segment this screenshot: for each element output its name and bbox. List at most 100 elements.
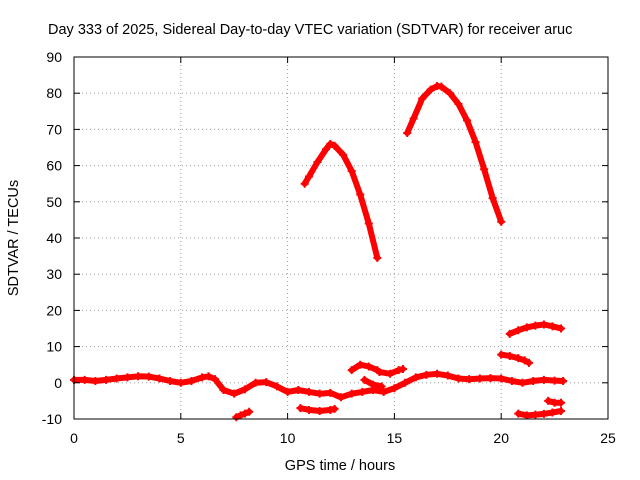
data-point	[394, 366, 403, 375]
data-point	[347, 167, 356, 176]
chart-title: Day 333 of 2025, Sidereal Day-to-day VTE…	[48, 22, 572, 38]
data-point	[339, 150, 348, 159]
data-point	[480, 165, 489, 174]
y-tick-label: 90	[46, 49, 62, 65]
y-tick-label: 30	[46, 266, 62, 282]
data-point	[398, 365, 407, 374]
x-tick-label: 0	[70, 430, 78, 446]
data-point	[433, 369, 442, 378]
data-point	[403, 129, 412, 138]
x-tick-label: 20	[493, 430, 509, 446]
data-point	[539, 320, 548, 329]
y-tick-label: 20	[46, 302, 62, 318]
x-tick-label: 5	[177, 430, 185, 446]
data-point	[283, 387, 292, 396]
data-point	[488, 194, 497, 203]
data-point	[210, 375, 219, 384]
y-ticks: -10 0 10 20 30 40 50 60 70 80 90	[42, 49, 608, 427]
data-point	[454, 374, 463, 383]
x-ticks: 0 5 10 15 20 25	[70, 57, 616, 446]
data-point	[505, 352, 514, 361]
data-point	[326, 405, 335, 414]
data-point	[544, 396, 553, 405]
data-point	[514, 326, 523, 335]
data-point	[518, 378, 527, 387]
data-point	[377, 382, 386, 391]
data-point	[531, 321, 540, 330]
plot-series	[70, 81, 568, 422]
data-point	[176, 378, 185, 387]
data-point	[426, 85, 435, 94]
data-point	[236, 411, 245, 420]
data-point	[369, 380, 378, 389]
y-tick-label: 80	[46, 85, 62, 101]
x-axis-label: GPS time / hours	[285, 458, 395, 474]
data-point	[539, 375, 548, 384]
data-point	[422, 370, 431, 379]
data-point	[550, 376, 559, 385]
data-point	[411, 373, 420, 382]
y-axis-label: SDTVAR / TECUs	[6, 180, 22, 296]
data-point	[557, 407, 566, 416]
data-point	[529, 376, 538, 385]
data-point	[520, 356, 529, 365]
data-point	[364, 362, 373, 371]
data-point	[557, 398, 566, 407]
data-point	[358, 387, 367, 396]
data-point	[364, 219, 373, 228]
data-point	[356, 190, 365, 199]
y-tick-label: 70	[46, 121, 62, 137]
data-point	[471, 138, 480, 147]
data-point	[463, 116, 472, 125]
data-point	[539, 409, 548, 418]
data-point	[166, 376, 175, 385]
data-point	[337, 393, 345, 402]
data-point	[272, 382, 281, 391]
data-point	[486, 374, 495, 383]
y-tick-label: 40	[46, 230, 62, 246]
data-point	[445, 89, 454, 98]
data-point	[240, 385, 249, 394]
data-point	[315, 389, 324, 398]
data-point	[198, 373, 207, 382]
x-tick-label: 10	[280, 430, 296, 446]
data-point	[360, 375, 369, 384]
data-point	[379, 387, 388, 396]
data-point	[514, 354, 523, 363]
data-point	[557, 324, 566, 333]
data-point	[443, 371, 452, 380]
data-point	[123, 373, 132, 382]
x-tick-label: 15	[387, 430, 403, 446]
data-point	[330, 404, 339, 413]
y-tick-label: 60	[46, 158, 62, 174]
data-point	[219, 386, 228, 395]
data-point	[304, 387, 313, 396]
data-point	[330, 141, 339, 150]
data-point	[409, 114, 418, 123]
data-point	[326, 388, 335, 397]
data-point	[548, 322, 557, 331]
data-point	[548, 408, 557, 417]
data-point	[356, 360, 365, 369]
data-point	[326, 139, 335, 148]
data-point	[155, 374, 164, 383]
x-tick-label: 25	[600, 430, 616, 446]
series-segment-3	[348, 361, 381, 374]
data-point	[204, 372, 213, 381]
data-point	[347, 389, 356, 398]
data-point	[559, 376, 568, 385]
data-point	[514, 409, 523, 418]
data-point	[531, 410, 540, 419]
data-point	[296, 404, 305, 413]
data-point	[497, 350, 506, 359]
data-point	[401, 378, 410, 387]
data-point	[347, 366, 356, 375]
data-point	[245, 407, 254, 416]
data-point	[230, 389, 239, 398]
data-point	[497, 374, 506, 383]
data-point	[187, 376, 196, 385]
data-point	[524, 358, 533, 367]
data-point	[144, 372, 153, 381]
data-point	[112, 374, 121, 383]
